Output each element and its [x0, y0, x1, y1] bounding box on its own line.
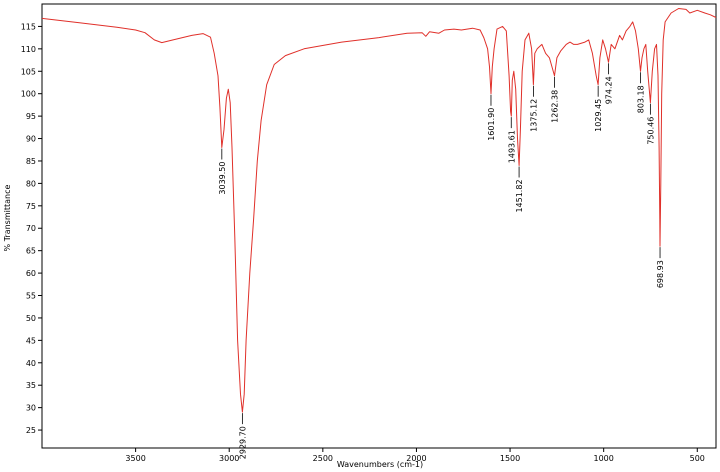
peak-label: 1375.12 [529, 99, 538, 132]
peak-label: 1601.90 [487, 108, 496, 141]
y-tick-label: 40 [26, 359, 36, 368]
x-tick-label: 500 [690, 454, 705, 463]
peak-label: 1262.38 [551, 90, 560, 123]
peak-label: 803.18 [637, 85, 646, 113]
y-tick-label: 95 [26, 112, 36, 121]
y-tick-label: 105 [21, 67, 36, 76]
x-tick-label: 1500 [500, 454, 520, 463]
spectrum-line [41, 8, 717, 413]
y-tick-label: 70 [26, 224, 36, 233]
plot-area [41, 3, 717, 449]
x-axis-title: Wavenumbers (cm-1) [337, 460, 423, 469]
x-axis-ticks: 3500 3000 2500 2000 1500 1000 500 [125, 448, 705, 463]
x-tick-label: 2500 [313, 454, 333, 463]
y-tick-label: 115 [21, 22, 36, 31]
y-tick-label: 90 [26, 135, 36, 144]
y-tick-label: 80 [26, 179, 36, 188]
y-tick-label: 55 [26, 292, 36, 301]
y-tick-label: 35 [26, 381, 36, 390]
x-tick-label: 3000 [219, 454, 239, 463]
y-tick-label: 100 [21, 90, 36, 99]
peak-label: 2929.70 [238, 426, 247, 459]
y-tick-label: 110 [21, 45, 36, 54]
y-tick-label: 85 [26, 157, 36, 166]
y-tick-label: 75 [26, 202, 36, 211]
peak-label: 3039.50 [218, 162, 227, 195]
peak-label: 1029.45 [594, 99, 603, 132]
y-tick-label: 30 [26, 404, 36, 413]
peak-label-layer: 3039.50 2929.70 1601.90 1493.61 1451.82 1375.… [218, 63, 665, 459]
plot-border [41, 3, 717, 449]
x-tick-label: 2000 [406, 454, 426, 463]
peak-label: 974.24 [604, 76, 613, 104]
series-layer [41, 8, 717, 413]
peak-label: 750.46 [646, 117, 655, 145]
peak-label: 1451.82 [515, 179, 524, 212]
y-tick-label: 25 [26, 426, 36, 435]
y-axis-ticks: 25 30 35 40 45 50 55 60 65 70 75 80 85 90 95 100 105 110 1… [21, 22, 42, 435]
y-tick-label: 60 [26, 269, 36, 278]
peak-label: 1493.61 [507, 130, 516, 163]
y-tick-label: 50 [26, 314, 36, 323]
y-axis-title: % Transmittance [3, 184, 12, 251]
x-tick-label: 3500 [125, 454, 145, 463]
x-tick-label: 1000 [593, 454, 613, 463]
peak-label: 698.93 [656, 260, 665, 288]
y-tick-label: 65 [26, 247, 36, 256]
y-tick-label: 45 [26, 336, 36, 345]
